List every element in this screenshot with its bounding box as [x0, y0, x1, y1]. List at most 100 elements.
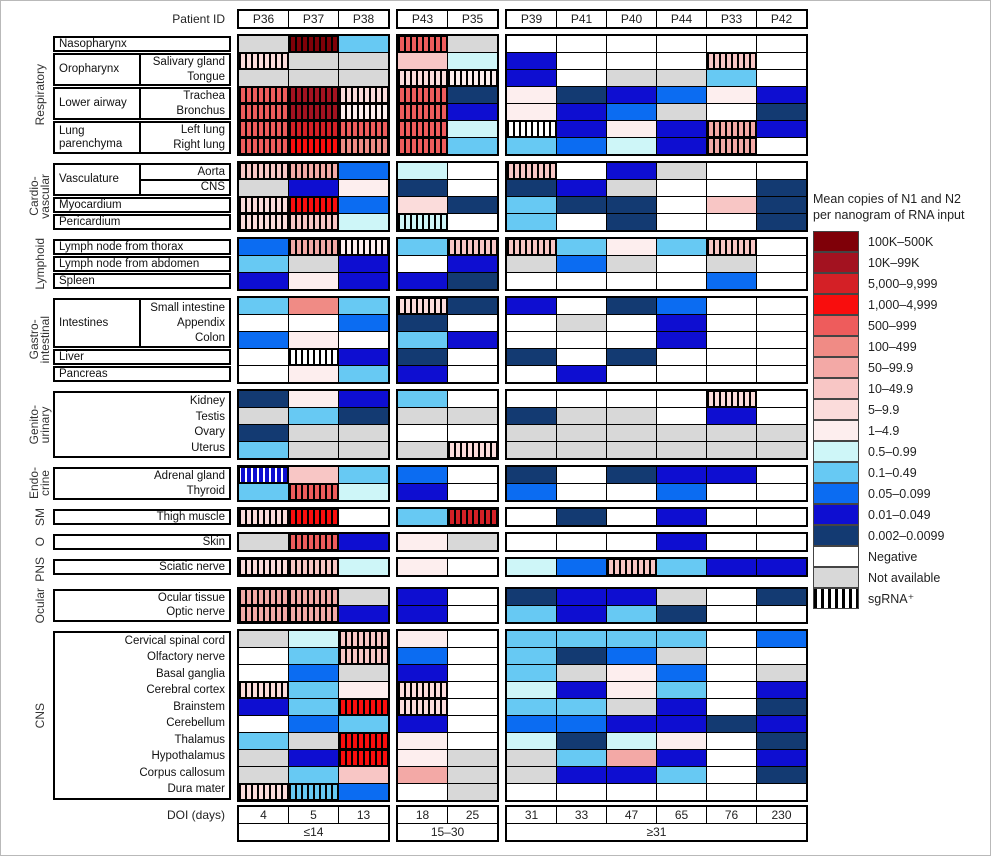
heatmap-cell	[507, 104, 556, 120]
heatmap-cell	[657, 214, 706, 230]
organ-system-label: PNS	[32, 557, 47, 582]
organ-group-label: Oropharynx	[55, 55, 141, 84]
heatmap-cell	[289, 349, 338, 365]
heatmap-group-1	[396, 507, 499, 527]
heatmap-group-0	[237, 628, 390, 802]
heatmap-cell	[448, 766, 497, 783]
heatmap-cell	[448, 349, 497, 365]
organ-group-label: Lung parenchyma	[55, 123, 141, 152]
tissue-label-column: Vasculature Aorta CNS Myocardium Pericardium	[53, 161, 231, 232]
heatmap-cell	[657, 605, 706, 622]
heatmap-cell	[448, 783, 497, 800]
heatmap-cell	[607, 214, 656, 230]
block-o: O Skin	[27, 532, 808, 552]
heatmap-cell	[607, 53, 656, 69]
heatmap-cell	[657, 87, 706, 103]
heatmap-cell	[607, 180, 656, 196]
legend-items: 100K–500K 10K–99K 5,000–9,999 1,000–4,999 50…	[813, 230, 990, 609]
heatmap-group-0	[237, 532, 390, 552]
heatmap-cell	[657, 180, 706, 196]
heatmap-cell	[757, 349, 806, 365]
doi-left-labels: DOI (days)	[27, 805, 231, 842]
heatmap-cell	[289, 442, 338, 458]
heatmap-cell	[657, 467, 706, 483]
heatmap-cell	[239, 87, 288, 103]
tissue-label-list: Kidney Testis Ovary Uterus	[53, 391, 231, 458]
legend-label: Negative	[868, 549, 918, 564]
heatmap-cell	[757, 70, 806, 86]
heatmap-cell	[757, 484, 806, 500]
doi-value: 31	[507, 806, 556, 823]
heatmap-cell	[289, 214, 338, 230]
tissue-label: Myocardium	[53, 197, 231, 213]
doi-value: 76	[707, 806, 756, 823]
heatmap-cell	[398, 664, 447, 681]
heatmap-cell	[339, 256, 388, 272]
heatmap-cell	[339, 749, 388, 766]
heatmap-cell	[657, 138, 706, 154]
heatmap-cell	[757, 53, 806, 69]
heatmap-cell	[239, 315, 288, 331]
heatmap-cell	[507, 588, 556, 605]
heatmap-cell	[398, 766, 447, 783]
heatmap-cell	[657, 559, 706, 575]
heatmap-cell	[339, 732, 388, 749]
heatmap-cell	[607, 104, 656, 120]
heatmap-cell	[607, 366, 656, 382]
heatmap-cell	[507, 121, 556, 137]
heatmap-cell	[239, 256, 288, 272]
heatmap-cell	[757, 732, 806, 749]
heatmap-cell	[239, 425, 288, 441]
legend-item: 0.01–0.049	[813, 503, 990, 525]
legend-label: 10–49.9	[868, 381, 914, 396]
heatmap-cell	[657, 298, 706, 314]
heatmap-cell	[707, 121, 756, 137]
tissue-label: Thyroid	[186, 484, 225, 497]
legend-swatch-9	[813, 419, 859, 441]
heatmap-cell	[557, 766, 606, 783]
patient-header-group-2: P39 P41 P40 P44 P33 P42	[505, 9, 808, 29]
tissue-label: Salivary gland	[152, 56, 225, 69]
heatmap-cell	[607, 442, 656, 458]
heatmap-cell	[607, 698, 656, 715]
heatmap-cell	[707, 197, 756, 213]
heatmap-cell	[657, 104, 706, 120]
heatmap-cell	[707, 391, 756, 407]
patient-column-header: P43	[398, 11, 447, 27]
heatmap-cell	[339, 605, 388, 622]
heatmap-cell	[507, 534, 556, 550]
legend-swatch-X	[813, 566, 859, 588]
heatmap-cell	[607, 408, 656, 424]
heatmap-cell	[607, 298, 656, 314]
heatmap-cell	[398, 408, 447, 424]
heatmap-cell	[657, 349, 706, 365]
heatmap-cell	[707, 732, 756, 749]
heatmap-cell	[339, 36, 388, 52]
heatmap-cell	[607, 732, 656, 749]
legend-label: 0.01–0.049	[868, 507, 931, 522]
heatmap-cell	[448, 391, 497, 407]
legend-item: 0.05–0.099	[813, 482, 990, 504]
heatmap-cell	[339, 349, 388, 365]
heatmap-cell	[757, 647, 806, 664]
heatmap-cell	[507, 239, 556, 255]
heatmap-cell	[398, 163, 447, 179]
heatmap-cell	[398, 681, 447, 698]
heatmap-cell	[339, 664, 388, 681]
heatmap-cell	[707, 163, 756, 179]
heatmap-cell	[707, 332, 756, 348]
tissue-label-list: Thigh muscle	[53, 509, 231, 525]
tissue-label-group: Intestines Small intestine Appendix Colon	[53, 298, 231, 348]
heatmap-cell	[707, 36, 756, 52]
heatmap-cell	[507, 630, 556, 647]
heatmap-cell	[507, 197, 556, 213]
block-pns: PNS Sciatic nerve	[27, 557, 808, 582]
heatmap-cell	[448, 664, 497, 681]
legend-swatch-11	[813, 461, 859, 483]
heatmap-cell	[607, 484, 656, 500]
heatmap-cell	[239, 53, 288, 69]
heatmap-cell	[448, 315, 497, 331]
heatmap-cell	[707, 442, 756, 458]
heatmap-cell	[398, 647, 447, 664]
heatmap-cell	[448, 425, 497, 441]
